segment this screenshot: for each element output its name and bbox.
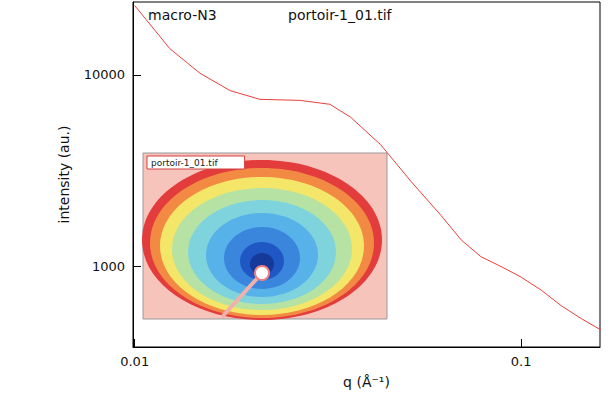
svg-text:portoir-1_01.tif: portoir-1_01.tif <box>288 7 393 23</box>
svg-text:1000: 1000 <box>92 259 125 274</box>
svg-text:0.01: 0.01 <box>120 354 149 369</box>
svg-text:q (Å⁻¹): q (Å⁻¹) <box>343 374 390 390</box>
svg-text:10000: 10000 <box>84 67 125 82</box>
svg-text:macro-N3: macro-N3 <box>148 7 217 23</box>
svg-text:portoir-1_01.tif: portoir-1_01.tif <box>151 158 218 168</box>
svg-text:intensity (au.): intensity (au.) <box>56 126 72 224</box>
svg-text:0.1: 0.1 <box>511 354 532 369</box>
